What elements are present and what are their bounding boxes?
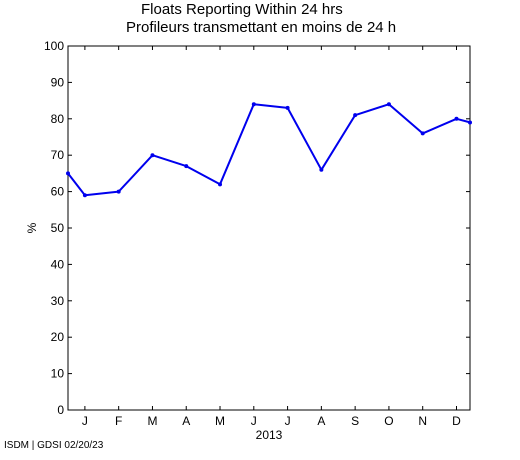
x-tick-label: J — [285, 414, 291, 428]
data-point — [251, 102, 256, 107]
y-tick-label: 80 — [51, 112, 65, 126]
x-tick-label: A — [317, 414, 325, 428]
y-tick-label: 0 — [57, 403, 64, 417]
y-tick-label: 30 — [51, 294, 65, 308]
data-point — [454, 116, 459, 121]
x-tick-label: J — [82, 414, 88, 428]
series-layer — [66, 102, 472, 198]
plot-area — [67, 45, 471, 411]
data-point — [82, 193, 87, 198]
chart-title-french: Profileurs transmettant en moins de 24 h — [126, 19, 397, 36]
data-point — [420, 131, 425, 136]
chart-title-english: Floats Reporting Within 24 hrs — [141, 1, 343, 18]
y-axis: 0 10 20 30 40 50 60 70 80 90 100 — [44, 39, 470, 417]
data-point — [319, 167, 324, 172]
data-point — [116, 189, 121, 194]
y-axis-label: % — [25, 222, 39, 233]
y-tick-label: 90 — [51, 75, 65, 89]
data-point — [285, 105, 290, 110]
data-point — [468, 120, 472, 125]
footer-credit: ISDM | GDSI 02/20/23 — [4, 440, 104, 451]
x-tick-label: S — [351, 414, 359, 428]
x-tick-label: O — [384, 414, 393, 428]
y-tick-label: 100 — [44, 39, 64, 53]
data-point — [218, 182, 223, 187]
x-tick-label: A — [182, 414, 190, 428]
x-tick-label: M — [147, 414, 157, 428]
y-tick-label: 40 — [51, 257, 65, 271]
x-axis-label: 2013 — [256, 428, 283, 442]
y-tick-label: 50 — [51, 221, 65, 235]
data-point — [386, 102, 391, 107]
data-point — [150, 153, 155, 158]
y-tick-label: 70 — [51, 148, 65, 162]
series-line — [67, 103, 471, 197]
y-tick-label: 20 — [51, 330, 65, 344]
x-tick-label: N — [418, 414, 427, 428]
x-tick-label: F — [115, 414, 122, 428]
y-tick-label: 60 — [51, 185, 65, 199]
x-tick-label: J — [251, 414, 257, 428]
x-tick-label: D — [452, 414, 461, 428]
data-point — [66, 171, 70, 176]
data-point — [353, 113, 358, 118]
x-tick-label: M — [215, 414, 225, 428]
y-tick-label: 10 — [51, 367, 65, 381]
data-point — [184, 164, 189, 169]
